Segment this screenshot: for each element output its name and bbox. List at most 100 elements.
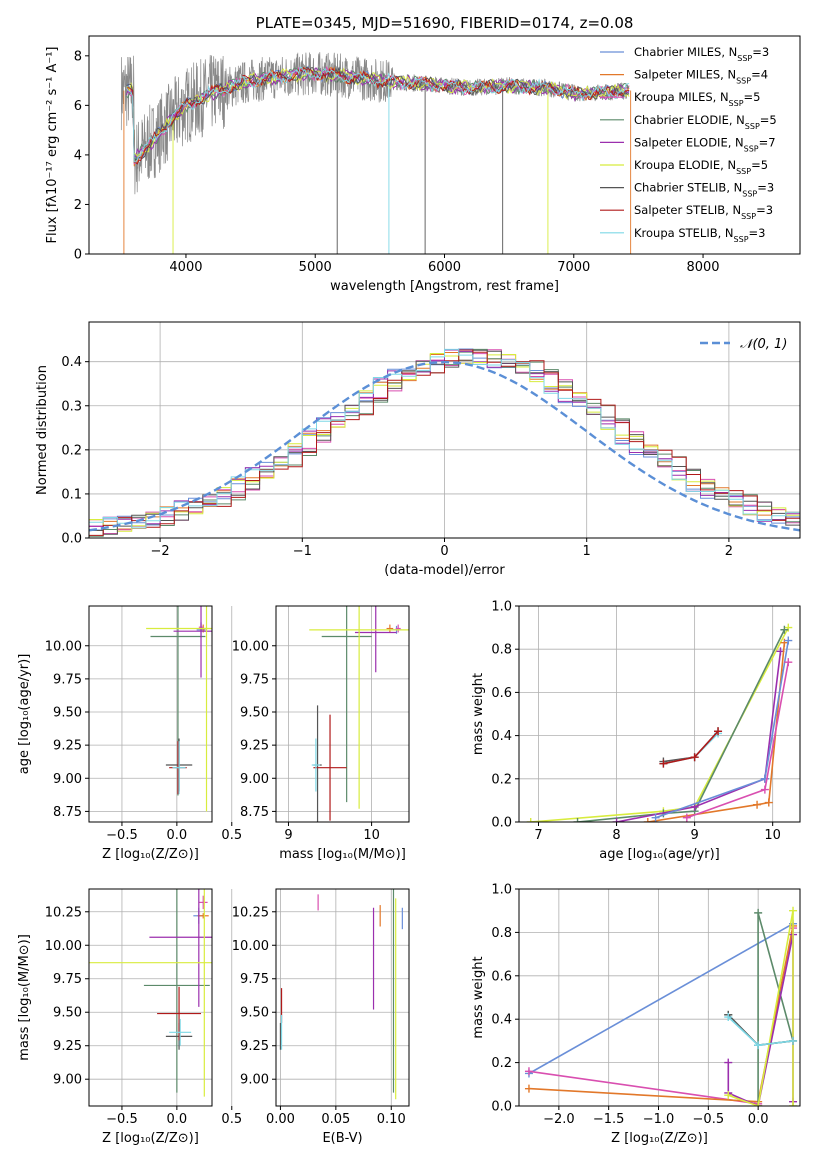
y-tick-label: 9.25 bbox=[240, 739, 269, 754]
x-tick-label: −0.5 bbox=[106, 1112, 138, 1127]
salpeter_stelib-marker bbox=[690, 753, 699, 762]
y-tick-label: 10.25 bbox=[232, 905, 269, 920]
kroupa_stelib-marker bbox=[789, 1036, 798, 1045]
x-tick-label: 8 bbox=[612, 828, 620, 843]
chabrier_miles-marker bbox=[784, 636, 793, 645]
x-tick-label: 6000 bbox=[428, 260, 461, 275]
y-tick-label: 1.0 bbox=[491, 883, 512, 898]
legend-entry: Kroupa MILES, NSSP=5 bbox=[634, 90, 760, 108]
legend-entry: Salpeter MILES, NSSP=4 bbox=[634, 68, 768, 86]
z_weight-chart: −2.0 −1.5 −1.0 −0.5 0.0 0.0 0.2 0.4 0.6 0.8 1.0 Z [… bbox=[471, 883, 801, 1146]
x-axis-label: (data-model)/error bbox=[384, 563, 505, 578]
y-tick-label: 10.25 bbox=[45, 905, 82, 920]
salpeter_miles-marker bbox=[753, 800, 762, 809]
y-tick-label: 9.00 bbox=[240, 1073, 269, 1088]
y-tick-label: 0.2 bbox=[61, 443, 82, 458]
mass_age-chart: 9 10 8.75 9.00 9.25 9.50 9.75 10.00 mass [log₁₀(… bbox=[232, 605, 410, 862]
y-tick-label: 1.0 bbox=[491, 600, 512, 615]
kroupa_miles-marker bbox=[760, 785, 769, 794]
salpeter_miles-marker bbox=[643, 818, 652, 822]
kroupa_stelib-weight-line bbox=[663, 732, 719, 765]
x-tick-label: −2 bbox=[151, 544, 170, 559]
y-axis-label: age [log₁₀(age/yr)] bbox=[17, 654, 32, 775]
y-tick-label: 10.00 bbox=[232, 939, 269, 954]
y-tick-label: 9.50 bbox=[53, 706, 82, 721]
y-tick-label: 0.0 bbox=[61, 532, 82, 547]
y-tick-label: 0.6 bbox=[491, 969, 512, 984]
x-tick-label: 0.0 bbox=[748, 1112, 769, 1127]
salpeter_elodie-weight-line bbox=[616, 651, 782, 822]
y-tick-label: 0.0 bbox=[491, 816, 512, 831]
y-tick-label: 9.25 bbox=[53, 739, 82, 754]
kroupa_elodie-marker bbox=[526, 818, 535, 822]
y-tick-label: 0.2 bbox=[491, 772, 512, 787]
z_weight-frame bbox=[518, 888, 801, 1107]
salpeter_stelib-marker bbox=[659, 759, 668, 768]
y-tick-label: 0.4 bbox=[491, 1013, 512, 1028]
x-tick-label: 0.10 bbox=[377, 1112, 406, 1127]
y-tick-label: 9.50 bbox=[240, 1006, 269, 1021]
mass_age-frame bbox=[275, 605, 410, 823]
x-axis-label: E(B-V) bbox=[322, 1131, 362, 1146]
residuals-chart: −2 −1 0 1 2 0.0 0.1 0.2 0.3 0.4 (data-model)/error… bbox=[35, 321, 801, 578]
y-tick-label: 9.00 bbox=[240, 772, 269, 787]
x-tick-label: 8000 bbox=[686, 260, 719, 275]
y-tick-label: 9.75 bbox=[240, 672, 269, 687]
x-axis-label: Z [log₁₀(Z/Z⊙)] bbox=[102, 847, 199, 862]
y-tick-label: 9.50 bbox=[240, 706, 269, 721]
x-tick-label: −2.0 bbox=[543, 1112, 575, 1127]
y-tick-label: 9.00 bbox=[53, 1073, 82, 1088]
chabrier_elodie-marker bbox=[754, 908, 763, 917]
x-tick-label: 0.00 bbox=[266, 1112, 295, 1127]
legend-entry: Chabrier STELIB, NSSP=3 bbox=[634, 181, 774, 199]
x-tick-label: 2 bbox=[725, 544, 733, 559]
y-tick-label: 9.00 bbox=[53, 772, 82, 787]
age_weight-frame bbox=[518, 605, 801, 823]
salpeter_stelib-weight-line bbox=[663, 730, 719, 765]
age_weight-chart: 7 8 9 10 0.0 0.2 0.4 0.6 0.8 1.0 age [log₁₀(age/yr… bbox=[471, 600, 801, 862]
y-tick-label: 0.4 bbox=[491, 729, 512, 744]
y-tick-label: 6 bbox=[74, 99, 82, 114]
y-tick-label: 0.8 bbox=[491, 643, 512, 658]
z_mass-chart: −0.5 0.0 0.5 9.00 9.25 9.50 9.75 10.00 10.25 Z [l… bbox=[17, 888, 242, 1146]
y-axis-label: Normed distribution bbox=[35, 365, 50, 495]
kroupa_stelib-marker bbox=[754, 1041, 763, 1050]
kroupa_elodie-weight-line bbox=[728, 910, 794, 1106]
kroupa_stelib-model-line bbox=[126, 66, 630, 163]
normal-curve bbox=[89, 360, 800, 532]
ebv_mass-chart: 0.00 0.05 0.10 9.00 9.25 9.50 9.75 10.00 10.25 E(… bbox=[232, 888, 410, 1146]
y-tick-label: 0.8 bbox=[491, 926, 512, 941]
spectrum-chart: 4000 5000 6000 7000 8000 0 2 4 6 8 wavelength [Ang… bbox=[45, 14, 801, 294]
legend-entry: Chabrier MILES, NSSP=3 bbox=[634, 45, 769, 63]
y-tick-label: 0.0 bbox=[491, 1100, 512, 1115]
residuals-plot-area bbox=[89, 348, 800, 537]
chabrier_miles-marker bbox=[651, 813, 660, 822]
y-axis-label: mass weight bbox=[471, 956, 486, 1038]
y-tick-label: 8.75 bbox=[53, 805, 82, 820]
salpeter_elodie-marker bbox=[612, 818, 621, 822]
y-tick-label: 0.1 bbox=[61, 487, 82, 502]
kroupa_elodie-marker bbox=[754, 1102, 763, 1106]
z_mass-plot-area bbox=[89, 889, 212, 1097]
x-tick-label: 0.0 bbox=[167, 1112, 188, 1127]
y-tick-label: 4 bbox=[74, 148, 82, 163]
x-tick-label: 7000 bbox=[557, 260, 590, 275]
kroupa_stelib-marker bbox=[724, 1013, 733, 1022]
y-tick-label: 9.25 bbox=[53, 1039, 82, 1054]
kroupa_elodie-marker bbox=[724, 1091, 733, 1100]
y-tick-label: 0.4 bbox=[61, 355, 82, 370]
z_mass-frame bbox=[88, 888, 213, 1107]
y-tick-label: 9.25 bbox=[240, 1039, 269, 1054]
chabrier_elodie-weight-line bbox=[577, 629, 786, 822]
kroupa_stelib-histogram bbox=[89, 348, 800, 529]
y-tick-label: 0.3 bbox=[61, 399, 82, 414]
x-tick-label: 10 bbox=[764, 828, 781, 843]
y-tick-label: 0 bbox=[74, 248, 82, 263]
y-tick-label: 8 bbox=[74, 49, 82, 64]
z_age-chart: −0.5 0.0 0.5 8.75 9.00 9.25 9.50 9.75 10.00 Z [lo… bbox=[17, 605, 242, 862]
salpeter_elodie-weight-line bbox=[727, 934, 794, 1106]
ebv_mass-frame bbox=[275, 888, 410, 1107]
y-tick-label: 10.00 bbox=[232, 639, 269, 654]
kroupa_elodie-marker bbox=[789, 906, 798, 915]
